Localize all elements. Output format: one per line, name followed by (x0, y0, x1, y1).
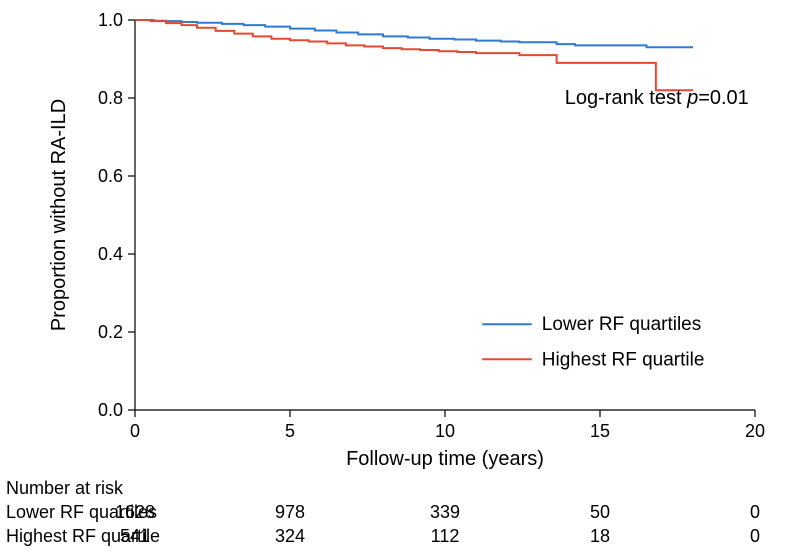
x-tick-label: 20 (745, 421, 765, 441)
y-tick-label: 0.4 (98, 244, 123, 264)
y-tick-label: 0.6 (98, 166, 123, 186)
log-rank-annotation: Log-rank test p=0.01 (565, 87, 749, 109)
risk-cell-r1-c1: 324 (275, 526, 305, 547)
y-tick-label: 0.0 (98, 400, 123, 420)
x-tick-label: 5 (285, 421, 295, 441)
legend-label-1: Highest RF quartile (542, 349, 705, 370)
figure-container: { "chart": { "type": "kaplan-meier", "ba… (0, 0, 809, 556)
legend-label-0: Lower RF quartiles (542, 314, 701, 335)
risk-cell-r1-c0: 541 (120, 526, 150, 547)
risk-cell-r1-c3: 18 (590, 526, 610, 547)
x-tick-label: 15 (590, 421, 610, 441)
risk-cell-r0-c4: 0 (750, 502, 760, 523)
risk-cell-r0-c2: 339 (430, 502, 460, 523)
series-highest (135, 20, 693, 90)
series-lower (135, 20, 693, 47)
number-at-risk-table: Number at riskLower RF quartiles16289783… (0, 478, 809, 556)
risk-cell-r1-c4: 0 (750, 526, 760, 547)
y-tick-label: 0.2 (98, 322, 123, 342)
y-tick-label: 1.0 (98, 10, 123, 30)
risk-cell-r0-c3: 50 (590, 502, 610, 523)
risk-table-title: Number at risk (6, 478, 123, 499)
y-axis-title: Proportion without RA-ILD (48, 99, 70, 331)
risk-cell-r0-c0: 1628 (115, 502, 155, 523)
y-tick-label: 0.8 (98, 88, 123, 108)
x-tick-label: 0 (130, 421, 140, 441)
x-axis-title: Follow-up time (years) (346, 448, 544, 470)
km-plot: 0.0 0.2 0.4 0.6 0.8 1.0 0 5 10 15 20 Follow-up time… (0, 0, 809, 470)
risk-cell-r0-c1: 978 (275, 502, 305, 523)
risk-cell-r1-c2: 112 (431, 526, 460, 547)
x-tick-label: 10 (435, 421, 455, 441)
